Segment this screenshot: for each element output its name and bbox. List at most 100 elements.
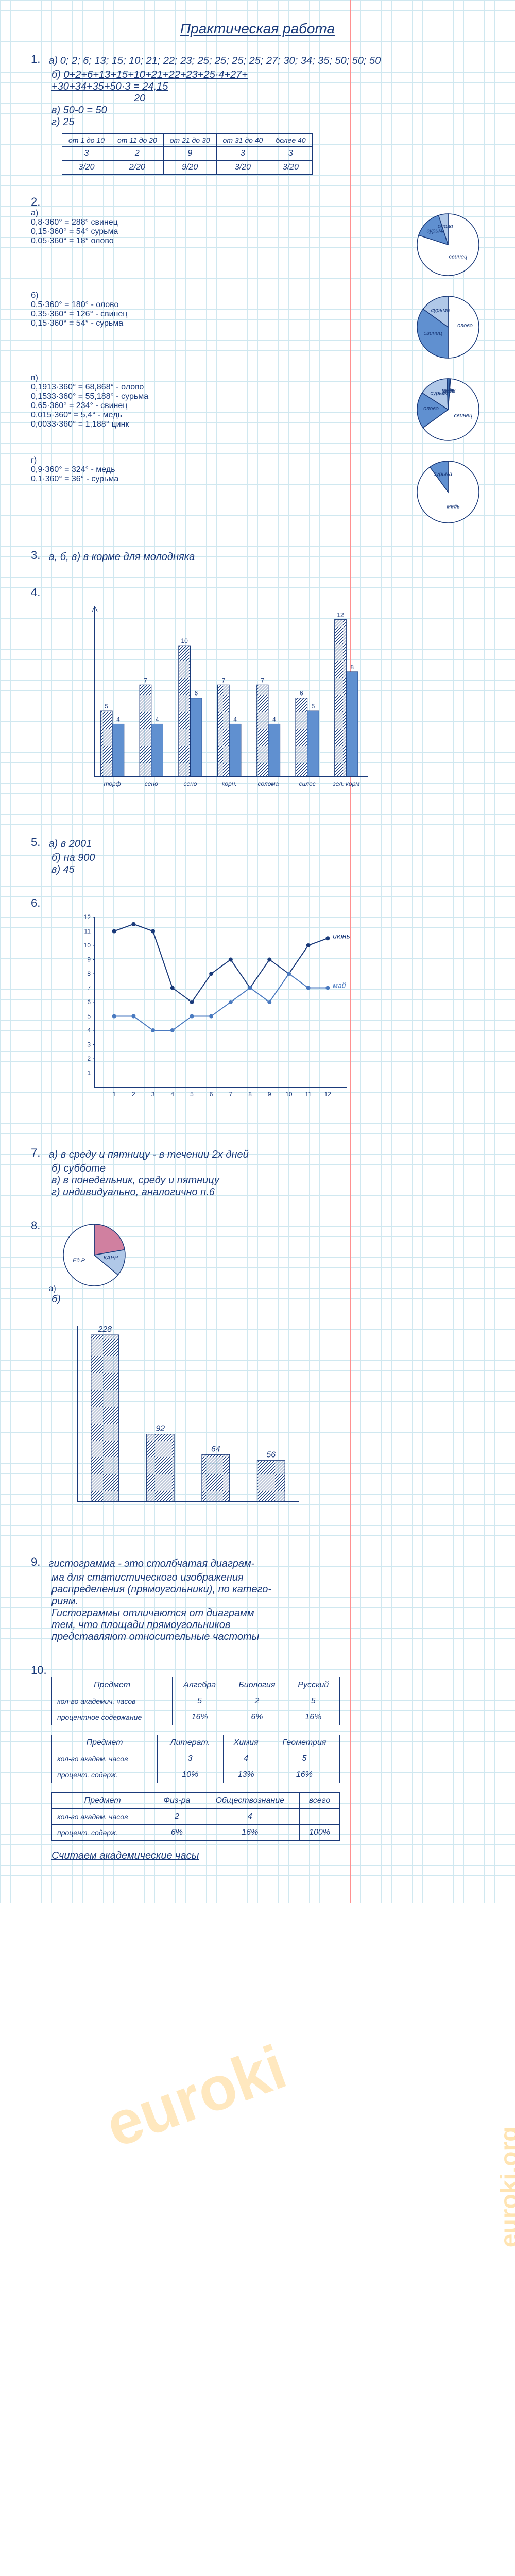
svg-text:5: 5 — [191, 1091, 194, 1098]
th: Предмет — [52, 1793, 153, 1809]
td: 4 — [223, 1751, 269, 1767]
td: 2/20 — [111, 161, 164, 175]
watermark: euroki — [96, 2031, 295, 2162]
q1-g-text: 25 — [63, 116, 74, 128]
td: 4 — [200, 1809, 300, 1825]
svg-text:8: 8 — [249, 1091, 252, 1098]
svg-text:7: 7 — [222, 676, 226, 684]
q-number: 8. — [31, 1219, 46, 1232]
q2-a: а) 0,8·360° = 288° свинец 0,15·360° = 54… — [31, 209, 484, 281]
q9-line: риям. — [52, 1596, 484, 1607]
q9-line: гистограмма - это столбчатая диаграм- — [48, 1558, 254, 1569]
td: 16% — [269, 1767, 339, 1783]
td: 2 — [111, 147, 164, 161]
svg-text:7: 7 — [261, 676, 265, 684]
svg-text:4: 4 — [117, 716, 121, 723]
q7-v: в) в понедельник, среду и пятницу — [52, 1175, 484, 1187]
th: Геометрия — [269, 1735, 339, 1751]
table-row: 3 2 9 3 3 — [62, 147, 313, 161]
td: 5 — [173, 1693, 227, 1709]
th: Предмет — [52, 1677, 173, 1693]
q1-a-text: 0; 2; 6; 13; 15; 10; 21; 22; 23; 25; 25;… — [60, 55, 381, 66]
td — [300, 1809, 340, 1825]
svg-text:свинец: свинец — [424, 330, 442, 336]
td: процент. содерж. — [52, 1825, 153, 1841]
td: 5 — [287, 1693, 339, 1709]
td: кол-во академ. часов — [52, 1809, 153, 1825]
svg-text:свинец: свинец — [454, 413, 472, 419]
svg-text:май: май — [333, 981, 346, 990]
question-4: 4. 54торф74сено106сено74корн.74солома65с… — [31, 586, 484, 815]
svg-text:7: 7 — [144, 676, 148, 684]
td: 10% — [158, 1767, 223, 1783]
table-row: процент. содерж.10%13%16% — [52, 1767, 340, 1783]
q1-b-text: 0+2+6+13+15+10+21+22+23+25·4+27+ — [63, 69, 248, 80]
svg-text:4: 4 — [88, 1027, 91, 1034]
svg-text:6: 6 — [300, 690, 303, 697]
q1-b-label: б) — [52, 69, 61, 80]
svg-text:1: 1 — [88, 1070, 91, 1077]
q9-line: представляют относительные частоты — [52, 1631, 484, 1643]
q9-line: распределения (прямоугольники), по катег… — [52, 1584, 484, 1596]
q2-b: б) 0,5·360° = 180° - олово 0,35·360° = 1… — [31, 291, 484, 363]
q-number: 7. — [31, 1146, 46, 1160]
q8-a-label: а) — [48, 1284, 56, 1293]
q2-g-label: г) — [31, 456, 37, 465]
q7-a: а) в среду и пятницу - в течении 2х дней — [48, 1149, 248, 1160]
pie-chart-g: медьсурьма — [412, 456, 484, 528]
q2-v-line: 0,015·360° = 5,4° - медь — [31, 411, 397, 420]
q9-line: ма для статистического изображения — [52, 1572, 484, 1584]
table-row: процент. содерж.6%16%100% — [52, 1825, 340, 1841]
question-8: 8. а) КАРРЕд.Р б) 228926456 — [31, 1219, 484, 1535]
svg-text:11: 11 — [84, 928, 91, 935]
q-number: 1. — [31, 53, 46, 66]
th: от 11 до 20 — [111, 134, 164, 147]
svg-text:12: 12 — [324, 1091, 332, 1098]
question-7: 7. а) в среду и пятницу - в течении 2х д… — [31, 1146, 484, 1198]
svg-text:солома: солома — [258, 780, 279, 787]
q1-v-text: 50-0 = 50 — [63, 105, 107, 116]
question-5: 5. а) в 2001 б) на 900 в) 45 — [31, 836, 484, 876]
td: 5 — [269, 1751, 339, 1767]
table-row: 3/20 2/20 9/20 3/20 3/20 — [62, 161, 313, 175]
th: Химия — [223, 1735, 269, 1751]
q7-g: г) индивидуально, аналогично п.6 — [52, 1187, 484, 1198]
q1-freq-table: от 1 до 10 от 11 до 20 от 21 до 30 от 31… — [62, 133, 313, 175]
svg-text:5: 5 — [312, 703, 315, 710]
q7-b: б) субботе — [52, 1163, 484, 1175]
svg-text:1: 1 — [113, 1091, 116, 1098]
q3-text: а, б, в) в корме для молодняка — [48, 551, 195, 563]
pie-chart-8a: КАРРЕд.Р — [58, 1219, 130, 1291]
question-3: 3. а, б, в) в корме для молодняка — [31, 549, 484, 565]
q2-v: в) 0,1913·360° = 68,868° - олово 0,1533·… — [31, 374, 484, 446]
svg-text:10: 10 — [286, 1091, 293, 1098]
q2-v-line: 0,1913·360° = 68,868° - олово — [31, 383, 397, 392]
svg-text:сено: сено — [184, 780, 197, 787]
svg-text:свинец: свинец — [449, 254, 467, 260]
svg-text:корн.: корн. — [222, 780, 237, 787]
th: Литерат. — [158, 1735, 223, 1751]
td: 6% — [227, 1709, 287, 1725]
td: 16% — [173, 1709, 227, 1725]
q-number: 2. — [31, 195, 46, 209]
subject-table: ПредметФиз-раОбществознаниевсегокол-во а… — [52, 1792, 340, 1841]
svg-text:228: 228 — [97, 1325, 112, 1334]
td: 9 — [163, 147, 216, 161]
svg-text:12: 12 — [337, 611, 345, 618]
td: процентное содержание — [52, 1709, 173, 1725]
q10-tables-container: ПредметАлгебраБиологияРусскийкол-во акад… — [31, 1677, 484, 1850]
bar-chart-q8: 228926456 — [52, 1316, 309, 1522]
svg-text:64: 64 — [211, 1445, 220, 1453]
question-6: 6. 123456789101112123456789101112июньмай — [31, 896, 484, 1126]
svg-text:медь: медь — [447, 503, 460, 510]
q2-v-line: 0,65·360° = 234° - свинец — [31, 401, 397, 411]
q1-v-label: в) — [52, 105, 60, 116]
svg-text:2: 2 — [132, 1091, 135, 1098]
q5-b: б) на 900 — [52, 852, 484, 864]
svg-text:56: 56 — [266, 1451, 276, 1460]
svg-text:июнь: июнь — [333, 931, 350, 940]
td: 3/20 — [216, 161, 269, 175]
q2-b-line: 0,5·360° = 180° - олово — [31, 300, 397, 310]
th: от 31 до 40 — [216, 134, 269, 147]
q9-line: тем, что площади прямоугольников — [52, 1619, 484, 1631]
